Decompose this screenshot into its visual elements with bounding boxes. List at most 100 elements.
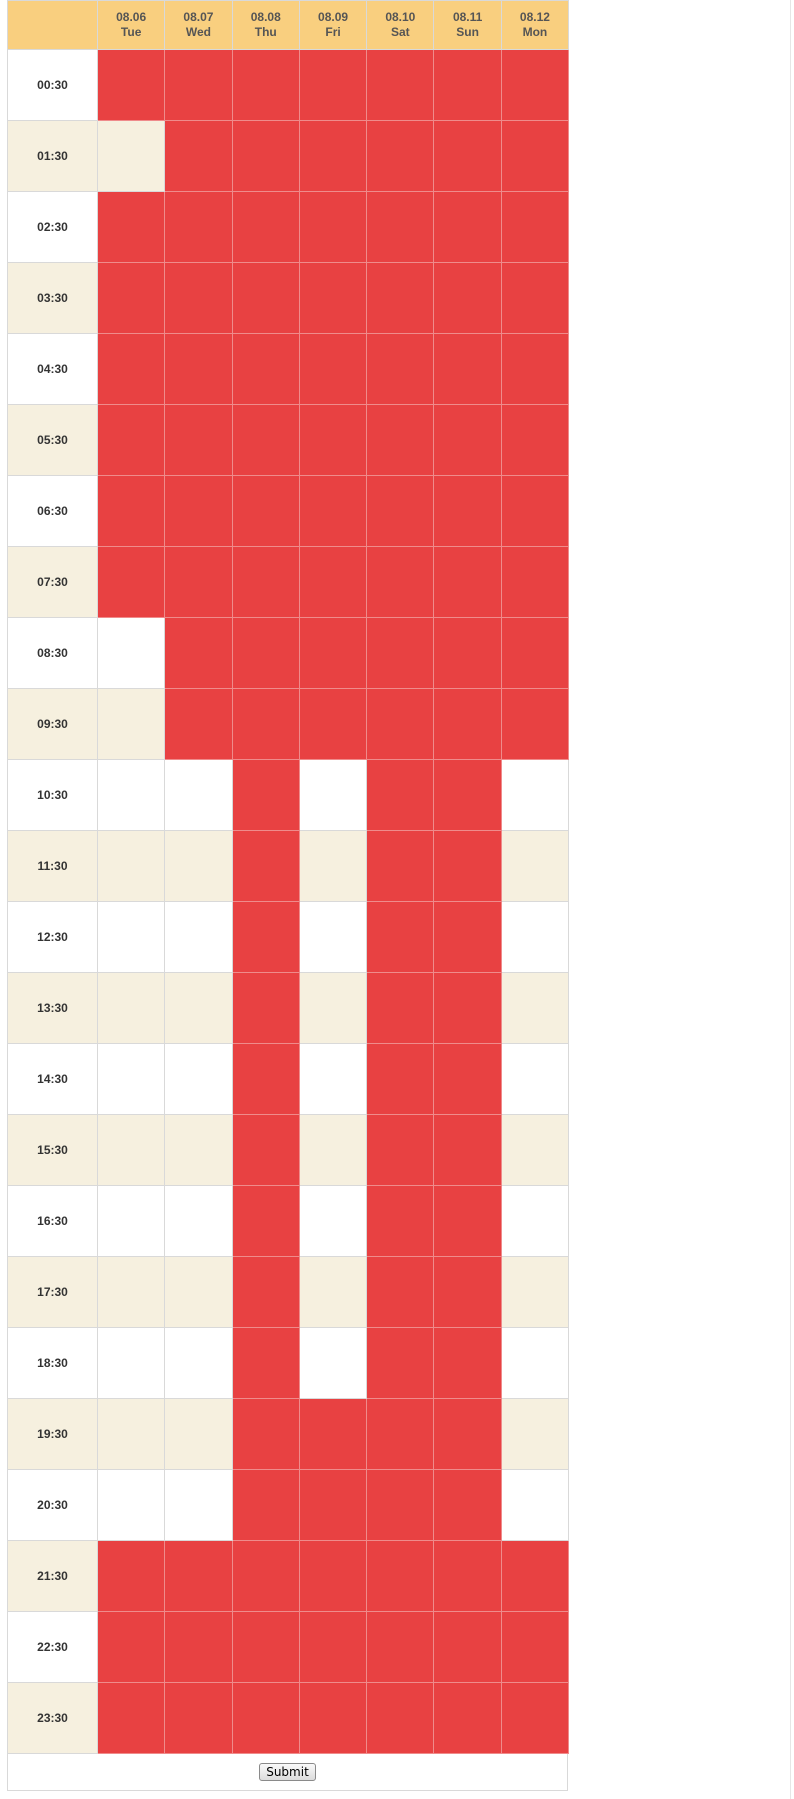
slot-cell-unavailable[interactable] bbox=[366, 1256, 435, 1328]
slot-cell-unavailable[interactable] bbox=[298, 1398, 368, 1470]
slot-cell-unavailable[interactable] bbox=[231, 262, 300, 334]
slot-cell-unavailable[interactable] bbox=[231, 688, 300, 760]
slot-cell-available[interactable] bbox=[500, 1114, 570, 1186]
submit-button[interactable]: Submit bbox=[259, 1763, 316, 1781]
slot-cell-available[interactable] bbox=[96, 1185, 166, 1257]
slot-cell-unavailable[interactable] bbox=[164, 191, 233, 263]
slot-cell-unavailable[interactable] bbox=[433, 1114, 502, 1186]
slot-cell-unavailable[interactable] bbox=[500, 262, 570, 334]
slot-cell-available[interactable] bbox=[298, 759, 368, 831]
slot-cell-available[interactable] bbox=[96, 759, 166, 831]
slot-cell-unavailable[interactable] bbox=[433, 1043, 502, 1115]
slot-cell-unavailable[interactable] bbox=[231, 759, 300, 831]
slot-cell-unavailable[interactable] bbox=[231, 830, 300, 902]
slot-cell-unavailable[interactable] bbox=[164, 404, 233, 476]
slot-cell-available[interactable] bbox=[298, 1043, 368, 1115]
slot-cell-unavailable[interactable] bbox=[231, 1540, 300, 1612]
slot-cell-available[interactable] bbox=[96, 120, 166, 192]
slot-cell-available[interactable] bbox=[164, 1398, 233, 1470]
slot-cell-unavailable[interactable] bbox=[433, 617, 502, 689]
slot-cell-available[interactable] bbox=[96, 688, 166, 760]
slot-cell-available[interactable] bbox=[500, 1256, 570, 1328]
slot-cell-unavailable[interactable] bbox=[366, 333, 435, 405]
slot-cell-unavailable[interactable] bbox=[433, 333, 502, 405]
slot-cell-available[interactable] bbox=[164, 901, 233, 973]
slot-cell-unavailable[interactable] bbox=[366, 120, 435, 192]
slot-cell-unavailable[interactable] bbox=[500, 1540, 570, 1612]
slot-cell-available[interactable] bbox=[164, 1185, 233, 1257]
slot-cell-unavailable[interactable] bbox=[298, 546, 368, 618]
slot-cell-unavailable[interactable] bbox=[500, 404, 570, 476]
slot-cell-unavailable[interactable] bbox=[433, 191, 502, 263]
slot-cell-unavailable[interactable] bbox=[164, 1682, 233, 1754]
slot-cell-unavailable[interactable] bbox=[164, 120, 233, 192]
slot-cell-unavailable[interactable] bbox=[164, 1540, 233, 1612]
slot-cell-unavailable[interactable] bbox=[366, 191, 435, 263]
slot-cell-unavailable[interactable] bbox=[500, 1682, 570, 1754]
slot-cell-unavailable[interactable] bbox=[366, 1540, 435, 1612]
slot-cell-unavailable[interactable] bbox=[231, 1398, 300, 1470]
slot-cell-unavailable[interactable] bbox=[164, 49, 233, 121]
slot-cell-unavailable[interactable] bbox=[500, 120, 570, 192]
slot-cell-available[interactable] bbox=[164, 972, 233, 1044]
slot-cell-available[interactable] bbox=[96, 1398, 166, 1470]
slot-cell-unavailable[interactable] bbox=[96, 1540, 166, 1612]
slot-cell-available[interactable] bbox=[500, 1043, 570, 1115]
slot-cell-unavailable[interactable] bbox=[96, 191, 166, 263]
slot-cell-available[interactable] bbox=[298, 1114, 368, 1186]
slot-cell-unavailable[interactable] bbox=[298, 49, 368, 121]
slot-cell-unavailable[interactable] bbox=[231, 1114, 300, 1186]
slot-cell-unavailable[interactable] bbox=[500, 546, 570, 618]
slot-cell-unavailable[interactable] bbox=[433, 901, 502, 973]
slot-cell-available[interactable] bbox=[298, 972, 368, 1044]
slot-cell-unavailable[interactable] bbox=[366, 475, 435, 547]
slot-cell-unavailable[interactable] bbox=[500, 688, 570, 760]
slot-cell-available[interactable] bbox=[164, 830, 233, 902]
slot-cell-unavailable[interactable] bbox=[433, 1540, 502, 1612]
slot-cell-unavailable[interactable] bbox=[298, 404, 368, 476]
slot-cell-unavailable[interactable] bbox=[366, 1327, 435, 1399]
slot-cell-available[interactable] bbox=[500, 1469, 570, 1541]
slot-cell-unavailable[interactable] bbox=[298, 688, 368, 760]
slot-cell-available[interactable] bbox=[298, 1256, 368, 1328]
slot-cell-unavailable[interactable] bbox=[366, 49, 435, 121]
slot-cell-unavailable[interactable] bbox=[433, 1327, 502, 1399]
slot-cell-unavailable[interactable] bbox=[433, 1185, 502, 1257]
slot-cell-unavailable[interactable] bbox=[96, 49, 166, 121]
slot-cell-available[interactable] bbox=[500, 830, 570, 902]
slot-cell-available[interactable] bbox=[164, 1043, 233, 1115]
slot-cell-available[interactable] bbox=[500, 1327, 570, 1399]
slot-cell-unavailable[interactable] bbox=[164, 1611, 233, 1683]
slot-cell-available[interactable] bbox=[500, 759, 570, 831]
slot-cell-available[interactable] bbox=[96, 1256, 166, 1328]
slot-cell-available[interactable] bbox=[164, 1327, 233, 1399]
slot-cell-unavailable[interactable] bbox=[500, 191, 570, 263]
slot-cell-unavailable[interactable] bbox=[231, 901, 300, 973]
slot-cell-unavailable[interactable] bbox=[96, 333, 166, 405]
slot-cell-unavailable[interactable] bbox=[433, 546, 502, 618]
slot-cell-unavailable[interactable] bbox=[366, 1185, 435, 1257]
slot-cell-unavailable[interactable] bbox=[366, 1469, 435, 1541]
slot-cell-unavailable[interactable] bbox=[366, 404, 435, 476]
slot-cell-available[interactable] bbox=[500, 1398, 570, 1470]
slot-cell-unavailable[interactable] bbox=[366, 1682, 435, 1754]
slot-cell-unavailable[interactable] bbox=[231, 1327, 300, 1399]
slot-cell-unavailable[interactable] bbox=[231, 1611, 300, 1683]
slot-cell-unavailable[interactable] bbox=[500, 475, 570, 547]
slot-cell-unavailable[interactable] bbox=[366, 759, 435, 831]
slot-cell-unavailable[interactable] bbox=[433, 262, 502, 334]
slot-cell-available[interactable] bbox=[298, 901, 368, 973]
slot-cell-available[interactable] bbox=[96, 1043, 166, 1115]
slot-cell-available[interactable] bbox=[164, 759, 233, 831]
slot-cell-unavailable[interactable] bbox=[231, 49, 300, 121]
slot-cell-unavailable[interactable] bbox=[366, 972, 435, 1044]
slot-cell-unavailable[interactable] bbox=[231, 404, 300, 476]
slot-cell-unavailable[interactable] bbox=[231, 191, 300, 263]
slot-cell-available[interactable] bbox=[500, 901, 570, 973]
slot-cell-available[interactable] bbox=[164, 1469, 233, 1541]
slot-cell-unavailable[interactable] bbox=[433, 759, 502, 831]
slot-cell-unavailable[interactable] bbox=[366, 262, 435, 334]
slot-cell-unavailable[interactable] bbox=[231, 1043, 300, 1115]
slot-cell-unavailable[interactable] bbox=[298, 475, 368, 547]
slot-cell-unavailable[interactable] bbox=[231, 546, 300, 618]
